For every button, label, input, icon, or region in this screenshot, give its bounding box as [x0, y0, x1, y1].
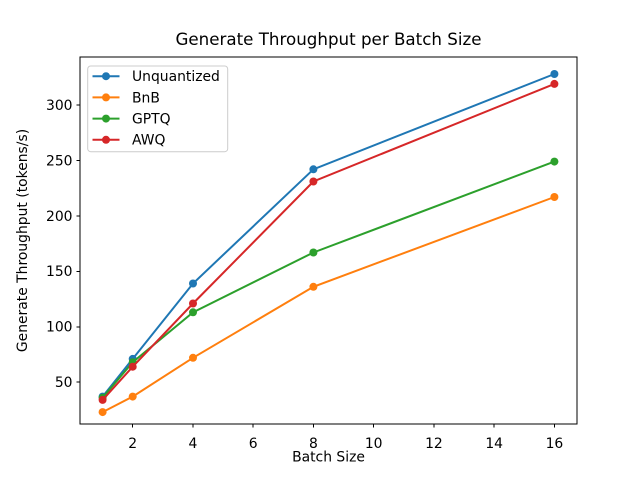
x-axis-label: Batch Size	[292, 450, 365, 466]
series-marker-awq	[309, 177, 318, 186]
x-tick-label: 2	[128, 436, 137, 452]
series-marker-bnb	[309, 282, 318, 291]
series-marker-gptq	[309, 248, 318, 257]
y-tick-label: 150	[46, 264, 73, 280]
y-tick-label: 300	[46, 98, 73, 114]
x-tick-label: 10	[365, 436, 383, 452]
legend-item-label-awq: AWQ	[132, 133, 165, 149]
y-tick-label: 50	[55, 375, 73, 391]
series-marker-unquantized	[550, 70, 559, 78]
series-marker-awq	[128, 362, 137, 371]
series-marker-awq	[550, 79, 559, 88]
legend-item-label-unquantized: Unquantized	[132, 69, 220, 85]
legend-sample-marker	[102, 72, 110, 81]
series-marker-unquantized	[309, 165, 318, 174]
legend: Unquantized BnB GPTQ AWQ	[87, 65, 229, 153]
legend-sample-marker	[102, 114, 110, 123]
x-tick-label: 8	[309, 436, 318, 452]
legend-box	[87, 65, 229, 153]
series-marker-unquantized	[189, 279, 197, 288]
series-marker-bnb	[128, 392, 137, 401]
plot-area: 2 4 6 8 10 12 14 16 50 100 150 200 250 300 Unquantized…	[46, 56, 578, 452]
legend-item-label-gptq: GPTQ	[132, 112, 171, 128]
y-axis-label: Generate Throughput (tokens/s)	[15, 129, 31, 352]
series-marker-bnb	[189, 353, 197, 362]
series-marker-gptq	[189, 308, 197, 317]
series-marker-awq	[189, 299, 197, 308]
series-marker-awq	[98, 395, 107, 404]
series-marker-gptq	[550, 157, 559, 166]
y-tick-label: 250	[46, 153, 73, 169]
x-tick-label: 16	[546, 436, 564, 452]
x-tick-label: 14	[485, 436, 503, 452]
series-marker-bnb	[550, 193, 559, 201]
chart-title: Generate Throughput per Batch Size	[175, 29, 481, 49]
x-tick-label: 4	[189, 436, 198, 452]
legend-sample-marker	[102, 93, 110, 102]
x-tick-label: 12	[425, 436, 443, 452]
y-tick-label: 100	[46, 320, 73, 336]
x-tick-label: 6	[249, 436, 258, 452]
legend-item-label-bnb: BnB	[132, 90, 160, 106]
y-tick-label: 200	[46, 209, 73, 225]
series-marker-bnb	[98, 408, 107, 417]
legend-sample-marker	[102, 135, 110, 144]
